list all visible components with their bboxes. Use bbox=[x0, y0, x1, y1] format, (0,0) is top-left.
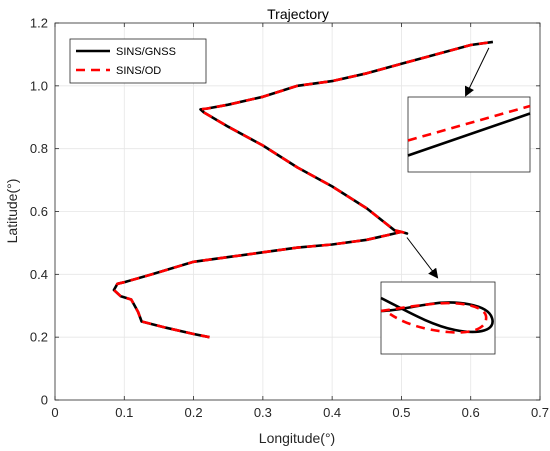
x-tick-label: 0.1 bbox=[115, 405, 133, 420]
chart-title: Trajectory bbox=[267, 6, 329, 22]
y-tick-label: 0 bbox=[41, 393, 48, 408]
y-tick-label: 0.8 bbox=[30, 141, 48, 156]
x-tick-label: 0.3 bbox=[254, 405, 272, 420]
x-tick-label: 0.5 bbox=[392, 405, 410, 420]
x-tick-label: 0.2 bbox=[185, 405, 203, 420]
y-axis-label: Latitude(°) bbox=[4, 179, 20, 244]
legend-label-sins-od: SINS/OD bbox=[116, 65, 161, 77]
x-tick-label: 0 bbox=[51, 405, 58, 420]
y-tick-label: 0.4 bbox=[30, 267, 48, 282]
arrow-to-inset-top bbox=[464, 47, 490, 97]
zoom-inset-bottom bbox=[380, 281, 496, 355]
inset-top-line-sins-gnss bbox=[407, 112, 531, 157]
y-tick-label: 0.6 bbox=[30, 204, 48, 219]
inset-bottom-line-sins-od bbox=[380, 301, 488, 334]
axes-box bbox=[54, 22, 541, 401]
legend-box bbox=[69, 38, 207, 84]
x-tick-label: 0.6 bbox=[462, 405, 480, 420]
tick-labels: 0 0.1 0.2 0.3 0.4 0.5 0.6 0.7 0 0.2 0.4 0.6 0.8 1.0 1.… bbox=[30, 16, 549, 421]
zoom-inset-top bbox=[407, 96, 531, 173]
arrow-to-inset-bottom bbox=[406, 237, 439, 279]
series-line-sins-od bbox=[112, 40, 494, 339]
y-tick-label: 1.2 bbox=[30, 16, 48, 31]
x-tick-label: 0.7 bbox=[531, 405, 549, 420]
legend: SINS/GNSS SINS/OD bbox=[69, 38, 207, 84]
x-tick-label: 0.4 bbox=[323, 405, 341, 420]
y-tick-label: 0.2 bbox=[30, 330, 48, 345]
series-group bbox=[112, 40, 494, 339]
x-axis-label: Longitude(°) bbox=[259, 430, 335, 446]
legend-label-sins-gnss: SINS/GNSS bbox=[116, 46, 176, 58]
inset-bottom-box bbox=[380, 281, 496, 355]
inset-top-line-sins-od bbox=[407, 104, 531, 142]
y-tick-label: 1.0 bbox=[30, 78, 48, 93]
